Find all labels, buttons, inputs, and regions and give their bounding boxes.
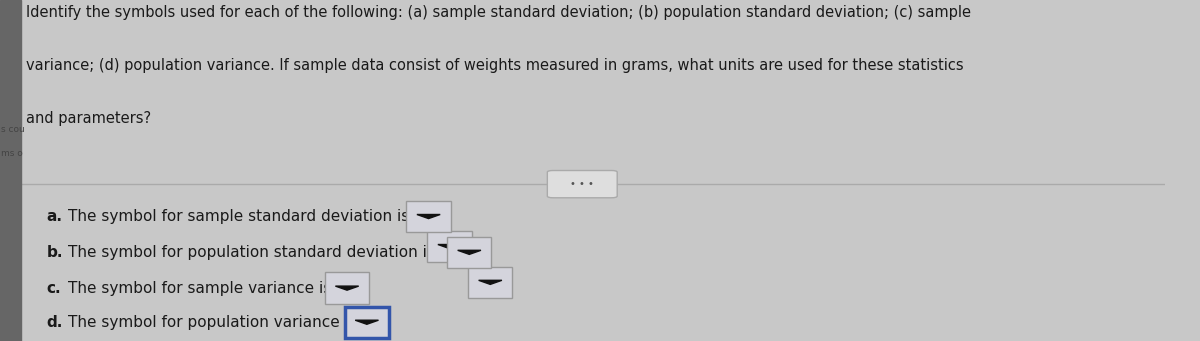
- Polygon shape: [416, 214, 440, 219]
- Text: • • •: • • •: [570, 179, 594, 189]
- Polygon shape: [355, 320, 378, 324]
- Text: The symbol for population standard deviation is: The symbol for population standard devia…: [67, 245, 434, 260]
- Text: d.: d.: [47, 315, 62, 330]
- Text: ms o: ms o: [1, 149, 23, 158]
- Polygon shape: [479, 280, 502, 284]
- FancyBboxPatch shape: [547, 170, 617, 198]
- Text: Identify the symbols used for each of the following: (a) sample standard deviati: Identify the symbols used for each of th…: [25, 5, 971, 20]
- FancyBboxPatch shape: [344, 307, 389, 338]
- Text: c.: c.: [47, 281, 61, 296]
- FancyBboxPatch shape: [468, 267, 512, 298]
- Text: b.: b.: [47, 245, 64, 260]
- Text: The symbol for population variance is: The symbol for population variance is: [67, 315, 356, 330]
- Bar: [0, 0, 20, 341]
- Text: variance; (d) population variance. If sample data consist of weights measured in: variance; (d) population variance. If sa…: [25, 58, 964, 73]
- FancyBboxPatch shape: [407, 201, 451, 232]
- Text: s cou: s cou: [1, 125, 25, 134]
- FancyBboxPatch shape: [325, 272, 370, 304]
- FancyBboxPatch shape: [448, 237, 492, 268]
- Text: and parameters?: and parameters?: [25, 111, 151, 126]
- Polygon shape: [438, 244, 461, 249]
- Text: The symbol for sample standard deviation is: The symbol for sample standard deviation…: [67, 209, 409, 224]
- Polygon shape: [457, 250, 481, 254]
- FancyBboxPatch shape: [427, 231, 472, 262]
- Polygon shape: [335, 286, 359, 290]
- Text: a.: a.: [47, 209, 62, 224]
- Text: The symbol for sample variance is: The symbol for sample variance is: [67, 281, 331, 296]
